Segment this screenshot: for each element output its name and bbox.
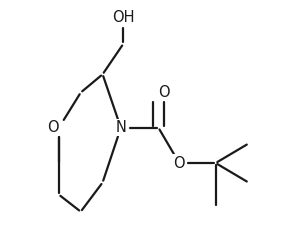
Text: O: O <box>47 120 59 135</box>
Text: OH: OH <box>112 10 134 25</box>
Text: O: O <box>158 85 170 100</box>
Text: N: N <box>116 120 126 135</box>
Text: O: O <box>173 155 185 171</box>
